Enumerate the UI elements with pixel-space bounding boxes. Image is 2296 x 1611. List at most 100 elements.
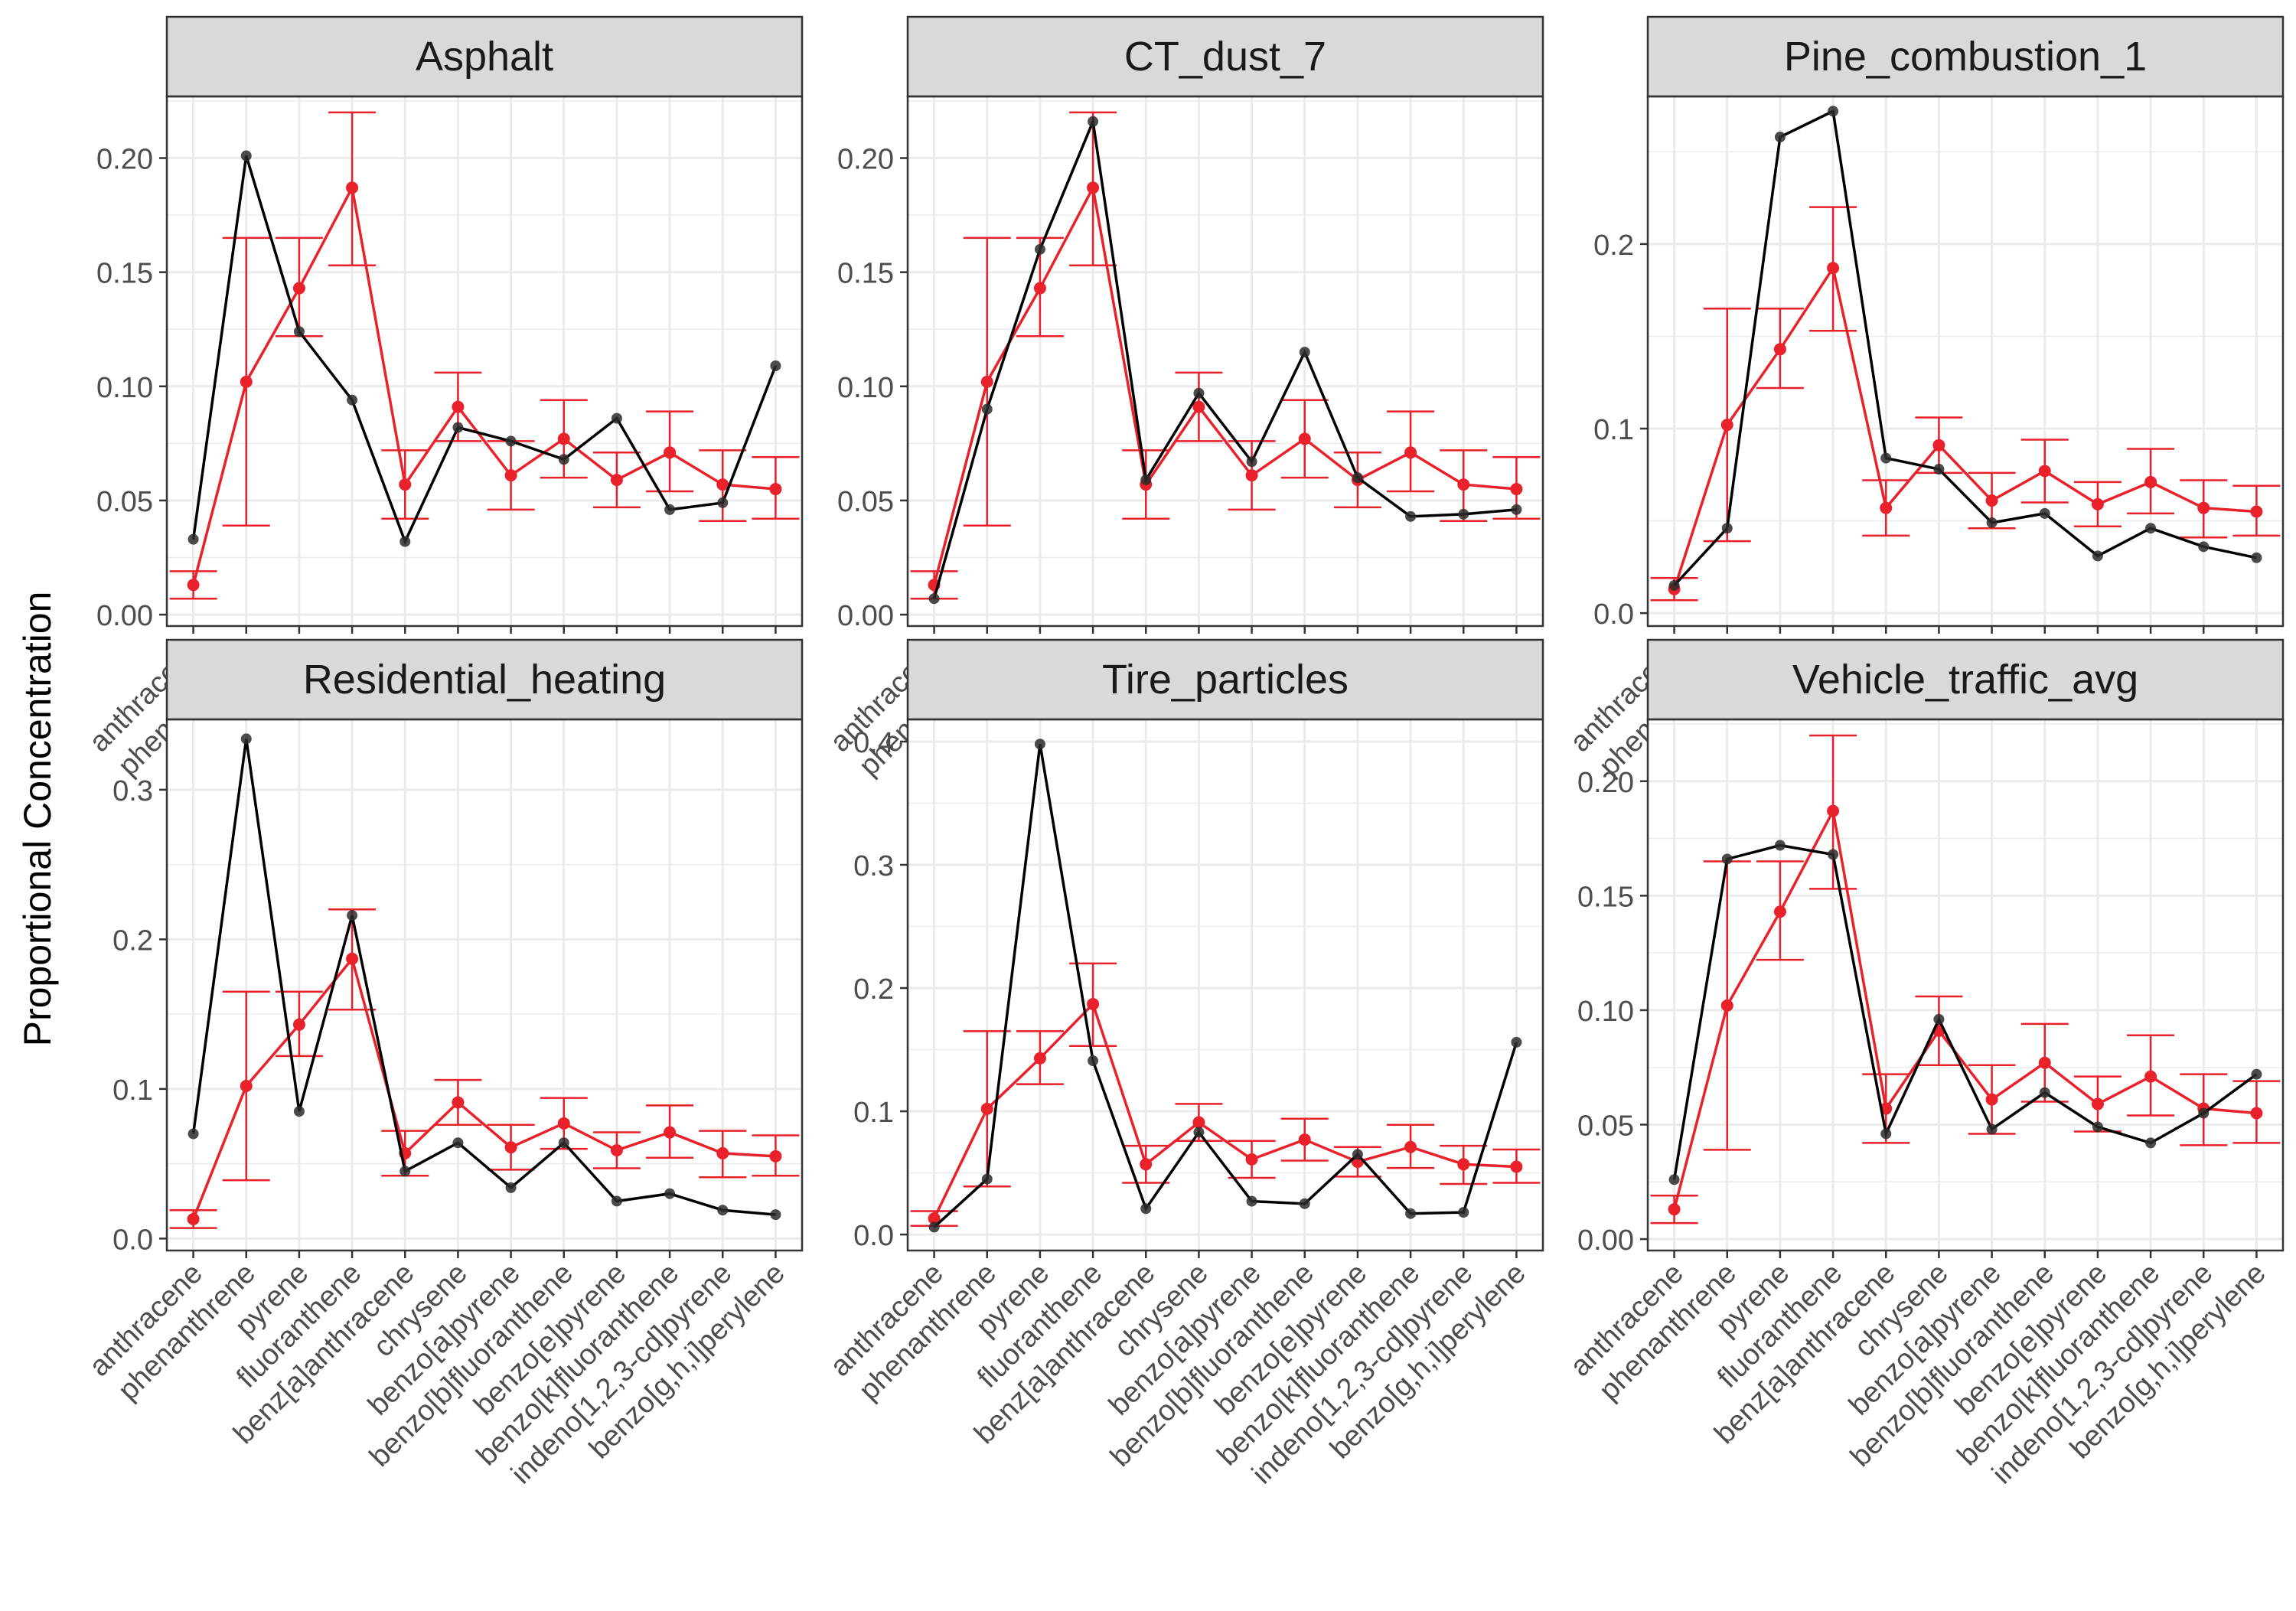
reference-point <box>2144 1070 2157 1083</box>
observed-point <box>2039 1087 2050 1098</box>
observed-line <box>932 116 1517 599</box>
observed-point <box>240 150 252 161</box>
reference-line <box>1672 264 2257 590</box>
observed-point <box>928 1221 940 1233</box>
reference-point <box>452 400 465 413</box>
y-tick-label: 0.00 <box>1577 1225 1634 1257</box>
plot-background <box>1648 96 2283 626</box>
observed-point <box>1828 849 1839 860</box>
y-tick-label: 0.15 <box>837 258 894 290</box>
y-tick-label: 0.20 <box>837 144 894 176</box>
observed-point <box>452 422 464 433</box>
observed-point <box>2251 1068 2262 1080</box>
facet-strip <box>165 15 804 98</box>
observed-point <box>1352 1149 1363 1160</box>
reference-point <box>1087 997 1100 1010</box>
observed-point <box>1774 840 1786 851</box>
panel-border <box>165 718 804 1252</box>
observed-point <box>1721 523 1733 534</box>
observed-point <box>293 326 305 338</box>
reference-point <box>2250 1107 2263 1120</box>
y-tick-label: 0.3 <box>113 775 153 807</box>
observed-point <box>347 910 358 921</box>
observed-point <box>1880 452 1892 464</box>
y-tick-label: 0.10 <box>837 372 894 404</box>
reference-point <box>1245 469 1258 482</box>
observed-point <box>1193 1127 1205 1138</box>
reference-point <box>1510 1160 1523 1173</box>
y-tick-label: 0.00 <box>96 600 153 632</box>
facet-strip <box>906 15 1544 98</box>
observed-point <box>1511 504 1522 515</box>
reference-point <box>1033 1052 1046 1065</box>
reference-point <box>1033 282 1046 295</box>
facet-title: Residential_heating <box>303 657 666 703</box>
observed-point <box>505 1182 517 1193</box>
reference-point <box>187 1212 200 1225</box>
reference-point <box>1985 1093 1998 1106</box>
observed-point <box>1458 508 1469 520</box>
reference-point <box>2144 475 2157 488</box>
observed-point <box>1828 106 1839 117</box>
y-tick-label: 0.2 <box>1593 230 1634 262</box>
reference-point <box>1880 501 1893 514</box>
reference-point <box>1985 494 1998 507</box>
observed-point <box>611 1195 622 1207</box>
y-tick-label: 0.15 <box>1577 881 1634 913</box>
observed-point <box>1299 1198 1310 1209</box>
observed-point <box>928 593 940 605</box>
reference-point <box>1087 181 1100 194</box>
observed-line <box>191 739 776 1216</box>
reference-point <box>346 181 359 194</box>
observed-point <box>1986 517 1998 528</box>
observed-point <box>1246 456 1257 468</box>
reference-point <box>2250 505 2263 518</box>
observed-point <box>2145 523 2157 534</box>
observed-line <box>933 743 1518 1228</box>
observed-point <box>2198 541 2210 553</box>
reference-point <box>1773 905 1786 918</box>
observed-point <box>1933 464 1945 475</box>
reference-point <box>2038 465 2051 478</box>
y-tick-label: 0.10 <box>1577 996 1634 1028</box>
reference-point <box>664 446 677 459</box>
reference-line <box>933 1001 1517 1219</box>
y-tick-label: 0.1 <box>1593 414 1634 446</box>
observed-point <box>1405 1208 1417 1219</box>
y-tick-label: 0.1 <box>853 1097 894 1129</box>
observed-line <box>1673 109 2257 587</box>
observed-point <box>2092 550 2103 562</box>
reference-point <box>1773 343 1786 356</box>
observed-point <box>1034 739 1045 750</box>
y-tick-label: 0.1 <box>113 1075 153 1107</box>
reference-point <box>928 1212 941 1225</box>
observed-point <box>188 533 199 545</box>
observed-point <box>1034 243 1045 255</box>
reference-point <box>769 1150 782 1163</box>
observed-point <box>347 394 358 406</box>
reference-point <box>1457 1158 1470 1171</box>
observed-point <box>400 536 411 547</box>
reference-point <box>610 474 623 487</box>
observed-point <box>1405 510 1417 522</box>
reference-point <box>1720 999 1733 1012</box>
y-tick-label: 0.20 <box>1577 767 1634 799</box>
reference-point <box>346 952 359 965</box>
reference-point <box>1932 439 1945 452</box>
observed-point <box>452 1137 464 1149</box>
reference-point <box>557 1117 570 1130</box>
reference-point <box>980 1102 993 1115</box>
observed-point <box>664 1188 676 1199</box>
facet-strip <box>165 638 804 721</box>
observed-point <box>1193 387 1205 399</box>
observed-point <box>1140 474 1152 486</box>
reference-point <box>1192 1116 1205 1129</box>
reference-point <box>769 483 782 496</box>
y-axis-label: Proportional Concentration <box>16 592 59 1047</box>
panel-5: 0.00.10.20.30.4Tire_particlesanthracenep… <box>824 638 1544 1490</box>
observed-line <box>1672 843 2258 1180</box>
reference-point <box>1404 1140 1417 1153</box>
plot-background <box>908 719 1543 1251</box>
observed-point <box>1774 132 1786 143</box>
